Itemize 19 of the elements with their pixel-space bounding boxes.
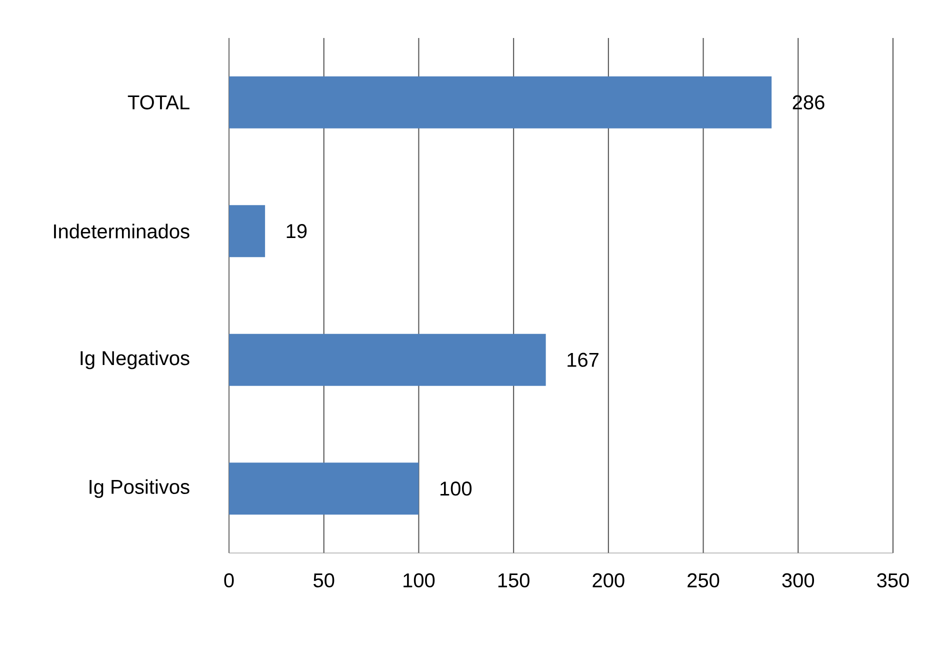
bar — [229, 76, 772, 128]
x-tick-label: 50 — [314, 573, 334, 588]
y-tick-label: Ig Positivos — [90, 479, 190, 498]
x-tick-label: 300 — [782, 573, 814, 588]
bar — [229, 205, 266, 258]
x-tick-label: 150 — [498, 573, 530, 588]
data-label: 167 — [568, 352, 598, 367]
y-tick-label: Ig Negativos — [80, 350, 190, 370]
y-tick-label: TOTAL — [128, 95, 190, 110]
y-tick-label: Indeterminados — [54, 224, 190, 238]
data-label: 19 — [286, 224, 307, 238]
data-label: 100 — [440, 482, 472, 496]
bar — [229, 334, 546, 386]
x-tick-label: 200 — [592, 573, 624, 588]
x-tick-label: 350 — [877, 573, 909, 588]
bar — [229, 462, 419, 515]
x-tick-label: 0 — [224, 573, 234, 588]
x-tick-label: 250 — [688, 573, 720, 588]
x-tick-label: 100 — [404, 573, 435, 588]
